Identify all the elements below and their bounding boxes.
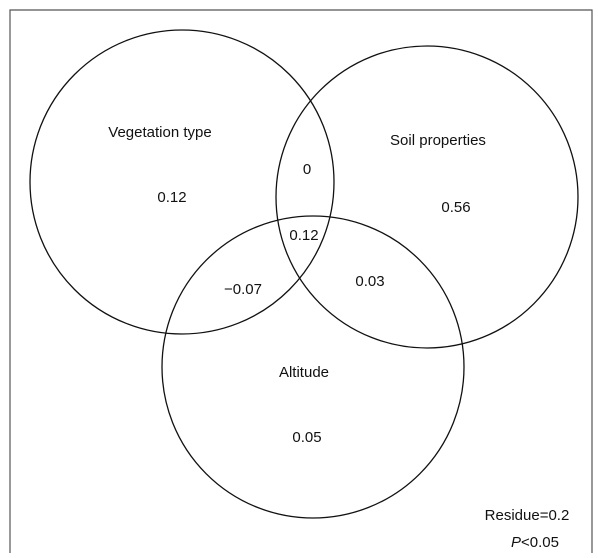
altitude-circle (161, 215, 465, 519)
frame (9, 9, 593, 553)
region-value: 0.12 (157, 189, 186, 206)
region-value: 0.12 (289, 227, 318, 244)
region-value: 0.03 (355, 273, 384, 290)
soil-circle (275, 45, 579, 349)
significance: P<0.05 (511, 534, 559, 551)
region-value: 0.05 (292, 429, 321, 446)
region-value: 0.56 (441, 199, 470, 216)
region-value: 0 (303, 161, 311, 178)
set-label: Soil properties (390, 132, 486, 149)
residue: Residue=0.2 (485, 507, 570, 524)
p-symbol: P (511, 534, 521, 551)
region-value: −0.07 (224, 281, 262, 298)
set-label: Altitude (279, 364, 329, 381)
p-value: <0.05 (521, 534, 559, 551)
set-label: Vegetation type (108, 124, 211, 141)
vegetation-circle (29, 29, 335, 335)
